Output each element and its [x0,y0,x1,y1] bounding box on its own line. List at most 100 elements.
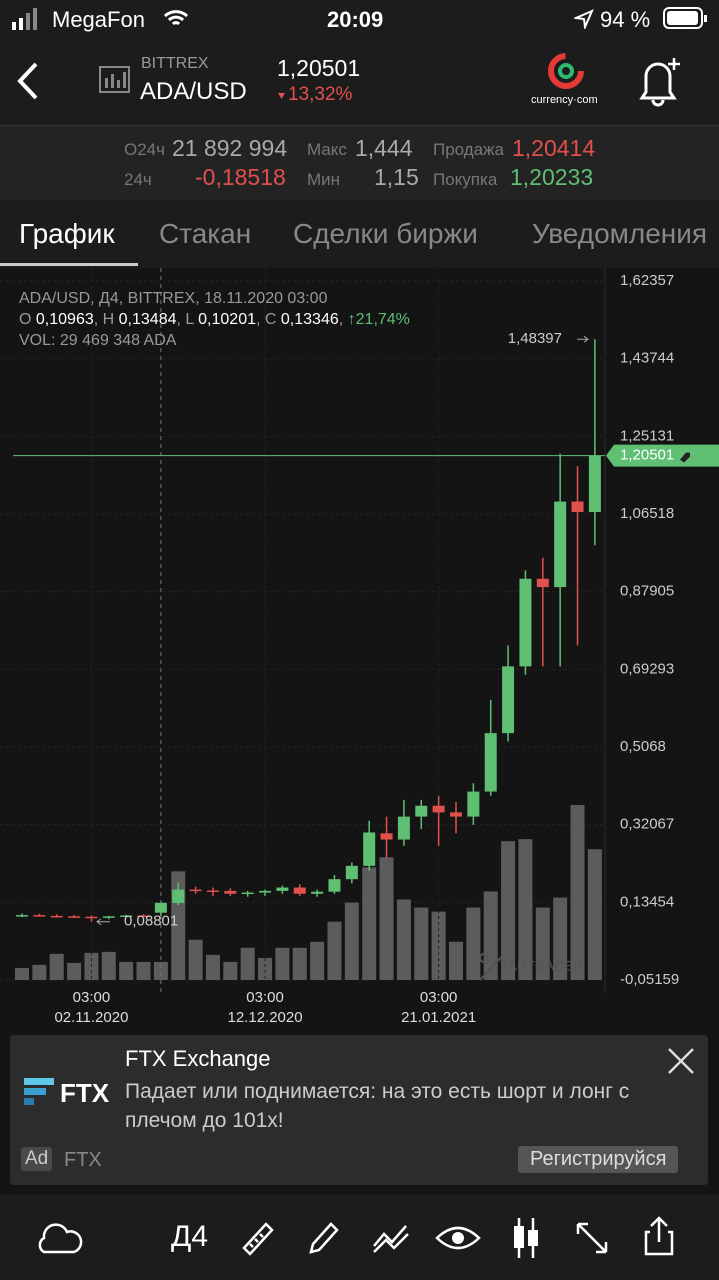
tab[interactable]: Сделки биржи [293,218,478,249]
candle-body [172,889,185,903]
volume-bar [362,867,377,980]
ad-button[interactable]: Регистрируйся [518,1146,679,1173]
fullscreen-button[interactable] [574,1220,610,1256]
volume-bar [49,953,64,980]
share-button[interactable] [642,1214,676,1258]
volume-bar [223,961,238,980]
tab[interactable]: График [19,218,115,249]
value: 0,13346 [280,311,339,328]
arrow-head [583,335,589,343]
exchange: BITTREX [141,55,209,72]
chart-info-title: ADA/USD, Д4, BITTREX, 18.11.2020 03:00 [19,290,328,307]
y-tick-label: 1,06518 [620,505,674,522]
volume-bar [67,962,82,980]
candle-body [345,865,358,880]
y-tick-label: 0,87905 [620,583,674,600]
y-tick-label: 0,32067 [620,816,674,833]
stat-label: Макс [307,140,347,159]
candle-body [206,890,219,892]
ohlc-line: O 0,10963, H 0,13484, L 0,10201, C 0,133… [19,311,410,328]
carrier: MegaFon [52,7,145,32]
volume-bar [310,941,325,980]
candles-button[interactable] [509,1216,543,1260]
stat-value: 1,20233 [510,164,594,190]
back-button[interactable] [14,62,44,100]
ad-logo-mark [24,1078,54,1105]
visibility-button[interactable] [434,1222,482,1254]
wifi-icon [163,10,189,26]
stat-label: 24ч [124,170,152,189]
volume-bar [553,897,568,980]
candle-body [415,805,428,817]
stat-value: 1,444 [355,135,413,161]
brand-name: currency·com [531,94,598,106]
volume-bar [570,805,585,980]
volume-bar [188,939,203,980]
price-change: 13,32% [288,84,353,105]
arrow-head [96,918,102,926]
value: 0,13484 [118,311,177,328]
battery-level: 94 % [600,7,651,32]
tab[interactable]: Стакан [159,218,252,249]
x-time-label: 03:00 [246,989,284,1006]
candle-body [502,666,515,734]
candle-body [241,892,254,895]
candle-body [137,915,150,917]
ad-title: FTX Exchange [125,1046,271,1071]
top-area [0,0,719,125]
volume-bar [396,899,411,980]
ad-text: Падает или поднимается: на это есть шорт… [125,1080,630,1132]
candle-body [120,915,133,917]
chart-bg [0,268,719,1030]
max-label: 1,48397 [508,330,562,347]
candle-body [536,578,549,588]
volume-bar [153,961,168,980]
candle-body [588,455,601,512]
cloud-button[interactable] [34,1220,84,1256]
candle-body [554,501,567,588]
volume-bar [119,961,134,980]
volume-bar [205,954,220,980]
candle-body [68,916,81,918]
candle-body [154,902,167,913]
stat-label: Мин [307,170,341,189]
y-tick-label: 0,69293 [620,660,674,677]
interval-button[interactable]: Д4 [171,1220,209,1253]
tab[interactable]: Уведомления [532,218,708,249]
pencil-button[interactable] [305,1218,341,1258]
x-time-label: 03:00 [420,989,458,1006]
volume-bar [275,947,290,980]
volume-bar [449,941,463,980]
label: O [19,311,32,328]
x-tick-label: 12.12.2020 [228,1009,303,1026]
alert-button[interactable] [634,54,684,108]
price: 1,20501 [277,55,361,81]
y-tick-label: 0,13454 [620,893,674,910]
candle-body [467,791,480,817]
candle-body [571,501,584,512]
candle-body [102,916,115,918]
stat-value: 21 892 994 [172,135,288,161]
candle-body [16,915,28,917]
clock: 20:09 [327,7,384,32]
tab-bar [0,200,719,268]
volume-bar [32,964,47,980]
label: H [102,311,115,328]
volume-bar [344,902,359,980]
stat-value: -0,18518 [195,164,286,190]
volume-bar [136,961,151,980]
candle-body [363,832,376,866]
ad-close[interactable] [666,1046,696,1076]
indicators-button[interactable] [372,1222,412,1254]
candle-body [189,889,202,892]
location-icon [574,9,594,29]
pair: ADA/USD [140,78,247,105]
chart: 1,62357 1,43744 1,25131 1,06518 0,87905 0,692… [0,268,719,1030]
stat-label: Продажа [433,140,504,159]
signal-icon [12,8,37,30]
last-price-label: 1,20501 [620,447,674,464]
watermark: TABTRADER [500,958,584,974]
ruler-button[interactable] [240,1218,276,1258]
brand-logo [548,53,584,89]
label: L [185,311,194,328]
